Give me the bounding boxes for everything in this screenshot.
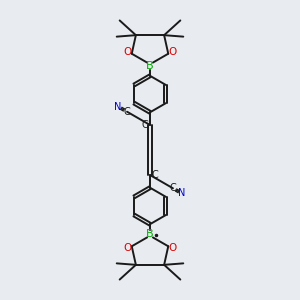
Text: B: B <box>146 229 154 239</box>
Text: O: O <box>123 243 131 253</box>
Text: C: C <box>169 183 176 193</box>
Text: O: O <box>169 47 177 57</box>
Text: C: C <box>141 120 148 130</box>
Text: O: O <box>123 47 131 57</box>
Text: B: B <box>146 61 154 71</box>
Text: O: O <box>169 243 177 253</box>
Text: C: C <box>124 107 130 117</box>
Text: N: N <box>178 188 186 198</box>
Text: C: C <box>152 170 159 180</box>
Text: N: N <box>114 102 122 112</box>
